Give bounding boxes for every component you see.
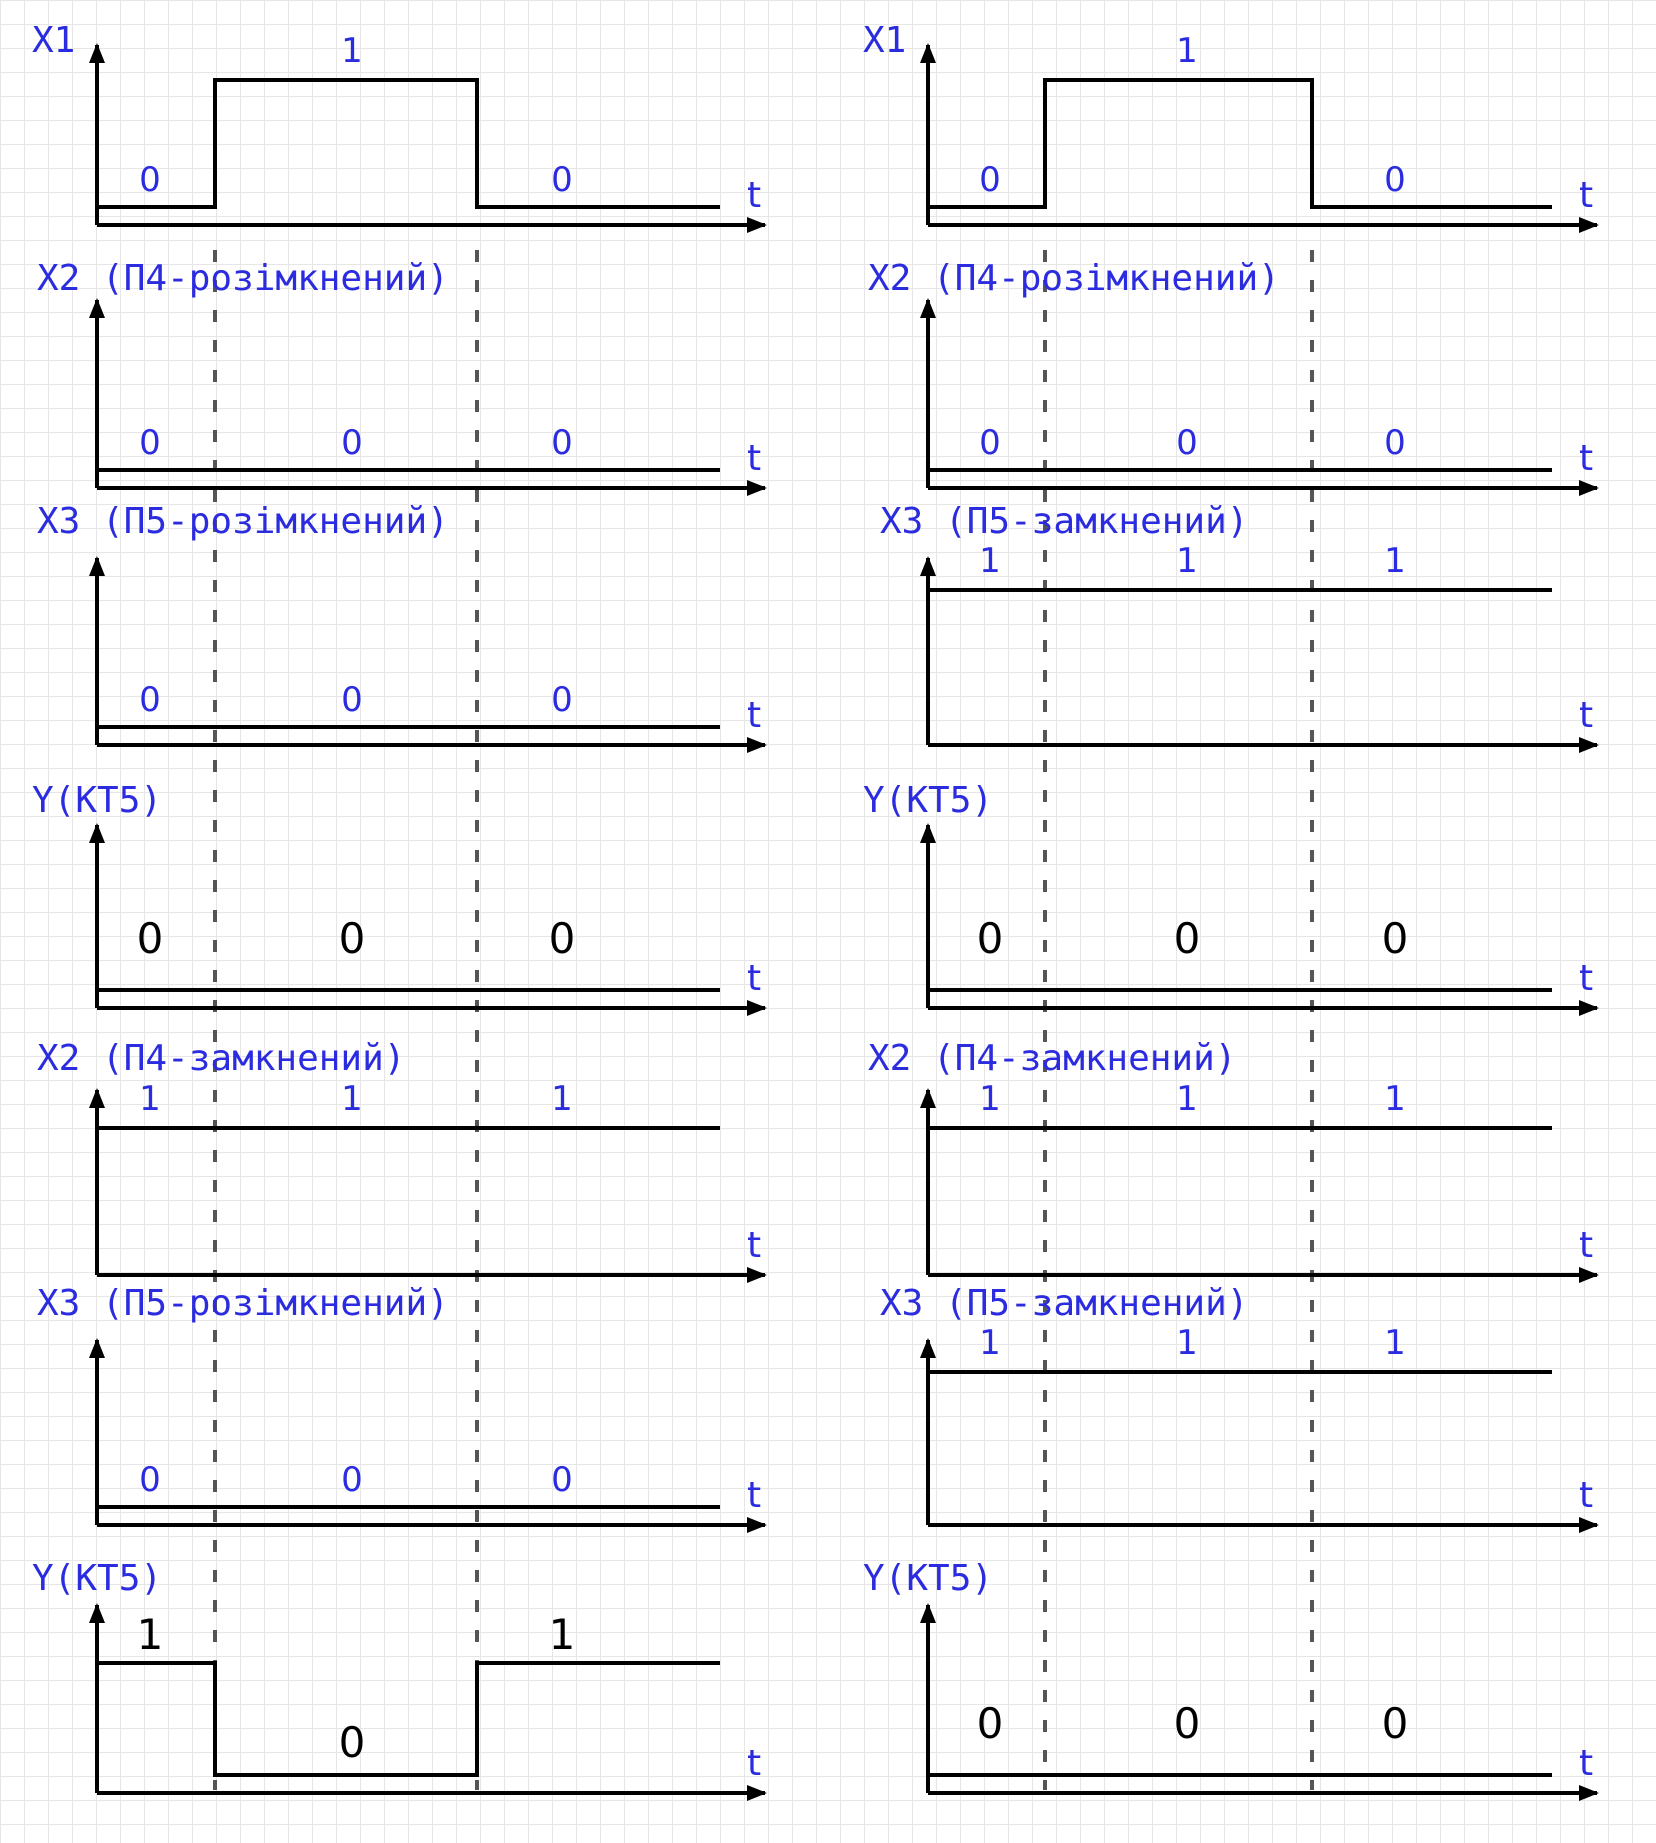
segment-value-label: 1 <box>551 1079 573 1119</box>
panel-title: X2 (П4-замкнений) <box>868 1038 1236 1079</box>
segment-value-label: 0 <box>551 1460 573 1500</box>
segment-value-label: 0 <box>979 423 1001 463</box>
panel-title: X2 (П4-розімкнений) <box>37 258 449 299</box>
panel-title: X1 <box>32 20 75 61</box>
time-axis-label: t <box>747 1475 761 1516</box>
time-axis-label: t <box>747 438 761 479</box>
time-axis-label: t <box>1579 175 1593 216</box>
segment-value-label: 0 <box>339 1718 366 1767</box>
segment-value-label: 0 <box>1176 423 1198 463</box>
time-axis-label: t <box>747 1743 761 1784</box>
panel-title: X2 (П4-замкнений) <box>37 1038 405 1079</box>
segment-value-label: 0 <box>139 680 161 720</box>
segment-value-label: 0 <box>1382 1699 1409 1748</box>
panel-title: X3 (П5-замкнений) <box>880 501 1248 542</box>
time-axis-label: t <box>1579 1475 1593 1516</box>
signal-waveform <box>97 78 720 209</box>
panel-title: X3 (П5-замкнений) <box>880 1283 1248 1324</box>
segment-value-label: 0 <box>1384 423 1406 463</box>
segment-value-label: 0 <box>977 1699 1004 1748</box>
time-axis-label: t <box>1579 958 1593 999</box>
signal-panel: X2 (П4-замкнений) t 1 1 1 <box>868 1038 1599 1283</box>
segment-value-label: 1 <box>1176 541 1198 581</box>
signal-panel: Y(KT5) t 0 0 0 <box>32 780 767 1016</box>
segment-value-label: 0 <box>341 680 363 720</box>
signal-waveform <box>97 1661 720 1777</box>
time-axis-label: t <box>1579 438 1593 479</box>
panel-title: Y(KT5) <box>863 1558 993 1599</box>
time-axis-label: t <box>1579 1225 1593 1266</box>
segment-value-label: 1 <box>1384 1323 1406 1363</box>
signal-panel: X1 t 0 1 0 <box>32 20 767 233</box>
segment-value-label: 0 <box>1174 914 1201 963</box>
segment-value-label: 1 <box>549 1610 576 1659</box>
segment-value-label: 1 <box>1384 1079 1406 1119</box>
segment-value-label: 1 <box>137 1610 164 1659</box>
panel-title: X1 <box>863 20 906 61</box>
segment-value-label: 0 <box>979 160 1001 200</box>
segment-value-label: 1 <box>341 31 363 71</box>
segment-value-label: 0 <box>341 423 363 463</box>
segment-value-label: 1 <box>1176 1323 1198 1363</box>
signal-panel: X2 (П4-розімкнений) t 0 0 0 <box>868 258 1599 496</box>
segment-value-label: 1 <box>1176 31 1198 71</box>
time-axis-label: t <box>1579 695 1593 736</box>
time-axis-label: t <box>747 695 761 736</box>
segment-value-label: 0 <box>551 423 573 463</box>
segment-value-label: 0 <box>339 914 366 963</box>
panel-title: X2 (П4-розімкнений) <box>868 258 1280 299</box>
segment-value-label: 1 <box>341 1079 363 1119</box>
panel-title: Y(KT5) <box>863 780 993 821</box>
signal-panel: Y(KT5) t 0 0 0 <box>863 780 1599 1016</box>
segment-value-label: 1 <box>979 1079 1001 1119</box>
panel-title: X3 (П5-розімкнений) <box>37 501 449 542</box>
time-axis-label: t <box>747 175 761 216</box>
segment-value-label: 0 <box>549 914 576 963</box>
segment-value-label: 0 <box>341 1460 363 1500</box>
segment-value-label: 0 <box>1174 1699 1201 1748</box>
segment-value-label: 0 <box>551 680 573 720</box>
segment-value-label: 0 <box>551 160 573 200</box>
signal-panel: Y(KT5) t 0 0 0 <box>863 1558 1599 1801</box>
signal-panel: Y(KT5) t 1 0 1 <box>32 1558 767 1801</box>
time-axis-label: t <box>747 958 761 999</box>
segment-value-label: 0 <box>137 914 164 963</box>
segment-value-label: 0 <box>1384 160 1406 200</box>
panel-title: X3 (П5-розімкнений) <box>37 1283 449 1324</box>
signal-panel: X3 (П5-замкнений) t 1 1 1 <box>880 501 1599 753</box>
time-axis-label: t <box>1579 1743 1593 1784</box>
segment-value-label: 0 <box>139 1460 161 1500</box>
panel-title: Y(KT5) <box>32 1558 162 1599</box>
segment-value-label: 1 <box>979 541 1001 581</box>
panel-title: Y(KT5) <box>32 780 162 821</box>
right-column: X1 t 0 1 0 X2 (П4-розімкнений) t 0 0 0 X3 (П5-замк… <box>863 20 1599 1801</box>
segment-value-label: 1 <box>979 1323 1001 1363</box>
segment-value-label: 1 <box>1176 1079 1198 1119</box>
time-axis-label: t <box>747 1225 761 1266</box>
segment-value-label: 0 <box>139 423 161 463</box>
segment-value-label: 1 <box>139 1079 161 1119</box>
segment-value-label: 0 <box>139 160 161 200</box>
segment-value-label: 1 <box>1384 541 1406 581</box>
signal-waveform <box>928 78 1552 209</box>
signal-panel: X2 (П4-замкнений) t 1 1 1 <box>37 1038 767 1283</box>
signal-panel: X3 (П5-замкнений) t 1 1 1 <box>880 1283 1599 1533</box>
signal-panel: X2 (П4-розімкнений) t 0 0 0 <box>37 258 767 496</box>
signal-panel: X1 t 0 1 0 <box>863 20 1599 233</box>
signal-panel: X3 (П5-розімкнений) t 0 0 0 <box>37 501 767 753</box>
segment-value-label: 0 <box>1382 914 1409 963</box>
segment-value-label: 0 <box>977 914 1004 963</box>
signal-panel: X3 (П5-розімкнений) t 0 0 0 <box>37 1283 767 1533</box>
